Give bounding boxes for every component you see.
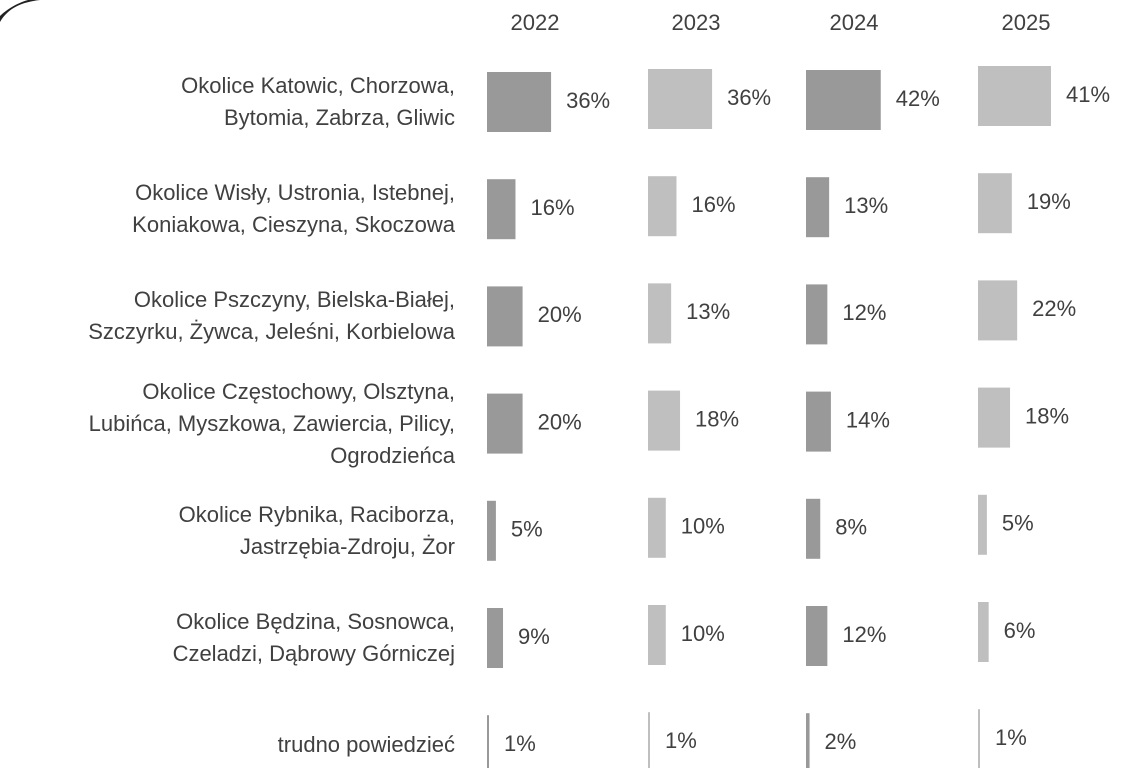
bar xyxy=(648,497,666,558)
value-label: 36% xyxy=(727,85,771,110)
bar xyxy=(806,606,828,666)
value-label: 6% xyxy=(1004,618,1036,643)
bar xyxy=(487,715,489,768)
value-label: 5% xyxy=(1002,511,1034,536)
bar xyxy=(487,500,496,561)
category-label: trudno powiedzieć xyxy=(277,732,455,758)
bar xyxy=(487,179,516,240)
value-label: 10% xyxy=(681,514,725,539)
category-label: Okolice Będzina, Sosnowca, Czeladzi, Dąb… xyxy=(172,609,455,666)
value-label: 36% xyxy=(566,88,610,113)
column-header: 2023 xyxy=(672,10,721,35)
bar xyxy=(648,69,713,129)
column-header: 2022 xyxy=(511,10,560,35)
category-label: Okolice Katowic, Chorzowa, Bytomia, Zabr… xyxy=(181,73,455,130)
value-label: 12% xyxy=(842,622,886,647)
category-label: Okolice Pszczyny, Bielska-Białej, Szczyr… xyxy=(88,287,455,345)
bar xyxy=(806,284,828,345)
value-label: 20% xyxy=(538,302,582,327)
bar xyxy=(648,176,677,237)
bar xyxy=(487,72,552,132)
bar xyxy=(648,283,672,344)
value-label: 18% xyxy=(695,406,739,431)
bar xyxy=(978,602,989,662)
value-label: 16% xyxy=(691,192,735,217)
value-label: 12% xyxy=(842,300,886,325)
column-header: 2024 xyxy=(830,10,879,35)
value-label: 1% xyxy=(995,725,1027,750)
value-label: 42% xyxy=(896,86,940,111)
bar xyxy=(487,286,523,347)
value-label: 22% xyxy=(1032,296,1076,321)
bar xyxy=(978,494,987,555)
column-header: 2025 xyxy=(1002,10,1051,35)
bar xyxy=(648,390,681,451)
bar xyxy=(806,498,821,559)
value-label: 13% xyxy=(844,193,888,218)
value-label: 1% xyxy=(504,731,536,756)
value-label: 9% xyxy=(518,624,550,649)
bar xyxy=(978,709,980,768)
bar xyxy=(978,66,1051,126)
bar xyxy=(806,177,830,238)
bar xyxy=(978,173,1012,234)
bar xyxy=(806,70,881,130)
value-label: 1% xyxy=(665,728,697,753)
value-label: 16% xyxy=(530,195,574,220)
bar xyxy=(487,393,523,454)
value-label: 18% xyxy=(1025,403,1069,428)
bar xyxy=(806,391,831,452)
bar xyxy=(648,712,650,768)
value-label: 19% xyxy=(1027,189,1071,214)
bar xyxy=(648,605,666,665)
category-label: Okolice Wisły, Ustronia, Istebnej, Konia… xyxy=(132,180,455,238)
value-label: 13% xyxy=(686,299,730,324)
value-label: 8% xyxy=(835,515,867,540)
bar xyxy=(978,387,1011,448)
category-label: Okolice Rybnika, Raciborza, Jastrzębia-Z… xyxy=(178,501,455,559)
bar xyxy=(487,608,504,668)
bar xyxy=(978,280,1018,341)
value-label: 41% xyxy=(1066,82,1110,107)
value-label: 14% xyxy=(846,407,890,432)
logo-fragment xyxy=(0,0,40,22)
value-label: 20% xyxy=(538,409,582,434)
value-label: 10% xyxy=(681,621,725,646)
value-label: 2% xyxy=(825,729,857,754)
category-label: Okolice Częstochowy, Olsztyna, Lubińca, … xyxy=(88,378,455,468)
bar xyxy=(806,713,810,768)
value-label: 5% xyxy=(511,517,543,542)
